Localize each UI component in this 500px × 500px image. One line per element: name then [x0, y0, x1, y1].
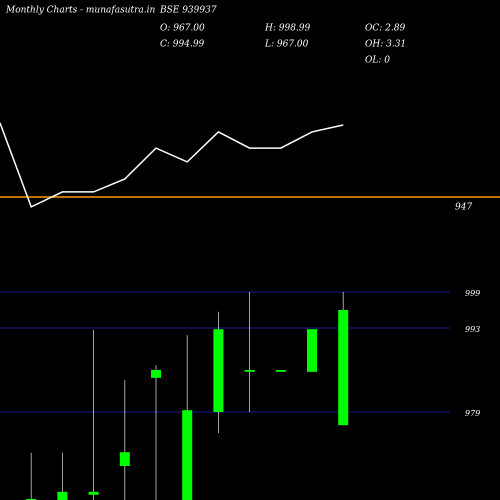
low: L: 967.00 — [264, 40, 309, 50]
candle-body — [213, 329, 224, 412]
oc: OC: 2.89 — [365, 24, 405, 34]
site-name: Monthly Charts — [5, 6, 78, 16]
candle-body — [57, 491, 68, 500]
candle-body — [182, 410, 193, 500]
price-line — [0, 122, 344, 208]
source: - munafasutra.in — [80, 6, 156, 16]
reference-label: 947 — [455, 203, 472, 213]
candle-body — [244, 370, 255, 372]
candle-body — [307, 329, 317, 372]
y-tick-label: 999 — [465, 289, 480, 298]
y-tick-label: 993 — [465, 325, 480, 334]
ol: OL: 0 — [365, 56, 390, 66]
open: O: 967.00 — [160, 24, 205, 34]
candle-body — [338, 310, 349, 426]
candle-body — [151, 370, 161, 378]
high: H: 998.99 — [264, 24, 311, 34]
oh: OH: 3.31 — [365, 40, 406, 50]
candle-body — [119, 452, 130, 466]
candle-body — [275, 370, 286, 372]
candle-body — [88, 491, 99, 495]
y-tick-label: 979 — [465, 409, 480, 418]
symbol: BSE 939937 — [159, 6, 217, 16]
close: C: 994.99 — [160, 40, 205, 50]
